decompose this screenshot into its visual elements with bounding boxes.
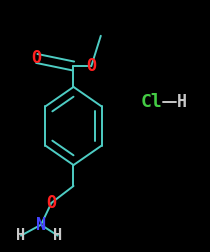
Text: H: H bbox=[177, 93, 187, 111]
Text: Cl: Cl bbox=[140, 93, 162, 111]
Text: O: O bbox=[46, 194, 56, 212]
Text: N: N bbox=[36, 216, 46, 234]
Text: O: O bbox=[32, 49, 42, 68]
Text: O: O bbox=[86, 57, 96, 75]
Text: H: H bbox=[53, 228, 62, 243]
Text: H: H bbox=[16, 228, 26, 243]
